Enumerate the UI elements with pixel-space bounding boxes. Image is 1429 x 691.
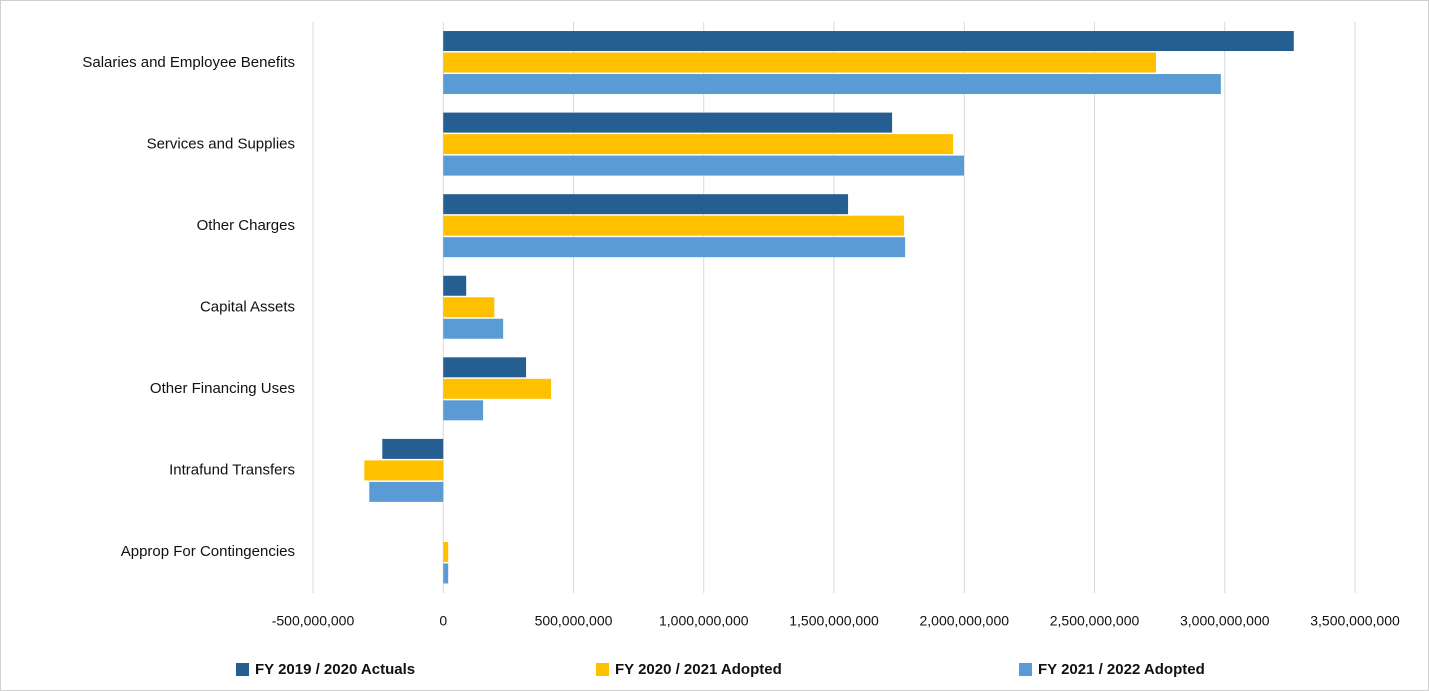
x-tick-label: -500,000,000 [272,613,355,629]
x-tick-label: 2,500,000,000 [1050,613,1140,629]
legend-swatch [1019,663,1032,676]
y-tick-label: Approp For Contingencies [121,543,295,560]
x-tick-label: 1,500,000,000 [789,613,879,629]
x-tick-label: 3,000,000,000 [1180,613,1270,629]
bar [443,74,1221,95]
y-tick-label: Intrafund Transfers [169,462,295,479]
x-tick-label: 3,500,000,000 [1310,613,1400,629]
bar [443,357,527,378]
bar [364,460,444,481]
bar [443,112,893,133]
bar [443,215,905,236]
bar [443,541,449,562]
bar [443,378,552,399]
bar [443,297,495,318]
legend-label: FY 2021 / 2022 Adopted [1038,661,1205,678]
bar [443,52,1156,73]
y-tick-label: Other Charges [197,217,295,234]
x-tick-label: 1,000,000,000 [659,613,749,629]
x-tick-label: 500,000,000 [535,613,613,629]
y-tick-label: Salaries and Employee Benefits [82,54,295,71]
bar [443,237,906,258]
bar [443,318,504,339]
x-tick-label: 2,000,000,000 [919,613,1009,629]
bar [443,275,467,296]
bar [369,481,444,502]
bar [443,194,849,215]
bar [382,438,444,459]
bar [443,134,954,155]
bar [443,563,449,584]
legend-label: FY 2019 / 2020 Actuals [255,661,415,678]
y-tick-label: Services and Supplies [147,135,295,152]
x-tick-label: 0 [439,613,447,629]
bar [443,400,484,421]
legend-label: FY 2020 / 2021 Adopted [615,661,782,678]
y-tick-label: Other Financing Uses [150,380,295,397]
y-tick-label: Capital Assets [200,298,295,315]
bar [443,31,1294,52]
bar [443,155,964,176]
legend-swatch [236,663,249,676]
legend-swatch [596,663,609,676]
